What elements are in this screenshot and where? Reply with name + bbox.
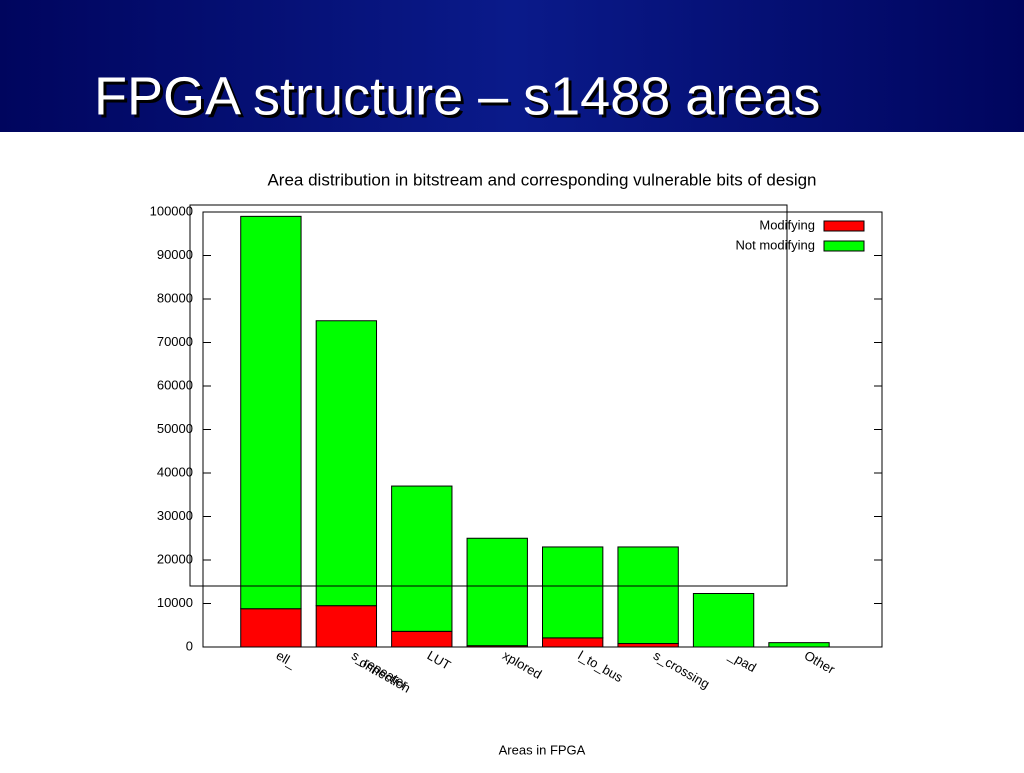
x-tick-label: _pad: [725, 647, 758, 675]
bar-segment: [315, 605, 378, 648]
y-tick-label: 30000: [157, 508, 193, 523]
slide-title-shadow: FPGA structure – s1488 areas: [97, 69, 823, 129]
chart-title: Area distribution in bitstream and corre…: [267, 170, 816, 189]
x-tick-label: xplored: [500, 648, 544, 682]
bar-segment: [542, 637, 604, 648]
y-tick-label: 10000: [157, 595, 193, 610]
bar-segment: [391, 630, 453, 648]
title-bar: [0, 0, 1024, 132]
x-axis-label: Areas in FPGA: [499, 742, 586, 757]
bar-segment: [315, 320, 378, 607]
x-tick-label: Other: [802, 648, 838, 678]
bar-segment: [542, 546, 604, 639]
y-tick-label: 80000: [157, 290, 193, 305]
y-tick-label: 20000: [157, 551, 193, 566]
x-tick-label: ell_: [274, 648, 300, 671]
y-tick-label: 40000: [157, 464, 193, 479]
legend-swatch: [823, 240, 865, 252]
bar-segment: [617, 546, 679, 645]
bar-segment: [768, 642, 830, 648]
x-tick-label: l_to_bus: [575, 648, 625, 686]
y-tick-label: 50000: [157, 421, 193, 436]
y-tick-label: 100000: [150, 203, 193, 218]
legend-label: Not modifying: [736, 237, 815, 252]
x-tick-label: s_crossing: [651, 648, 712, 692]
bar-segment: [240, 608, 302, 648]
y-tick-label: 70000: [157, 334, 193, 349]
legend-swatch: [823, 220, 865, 232]
y-tick-label: 90000: [157, 247, 193, 262]
y-tick-label: 0: [186, 638, 193, 653]
x-tick-label: s_repeater: [349, 648, 411, 692]
x-tick-label: LUT: [425, 648, 454, 673]
plot: 0 10000 20000 30000 40000 50000 60000 70000 8000…: [150, 203, 883, 692]
overlay-frame: [189, 204, 788, 587]
bar-segment: [391, 485, 453, 632]
bar-segment: [466, 537, 528, 647]
slide-title: FPGA structure – s1488 areas: [94, 66, 820, 126]
bar-segment: [240, 215, 302, 610]
y-tick-label: 60000: [157, 377, 193, 392]
bar-segment: [692, 592, 755, 648]
bar-segment: [617, 643, 679, 648]
